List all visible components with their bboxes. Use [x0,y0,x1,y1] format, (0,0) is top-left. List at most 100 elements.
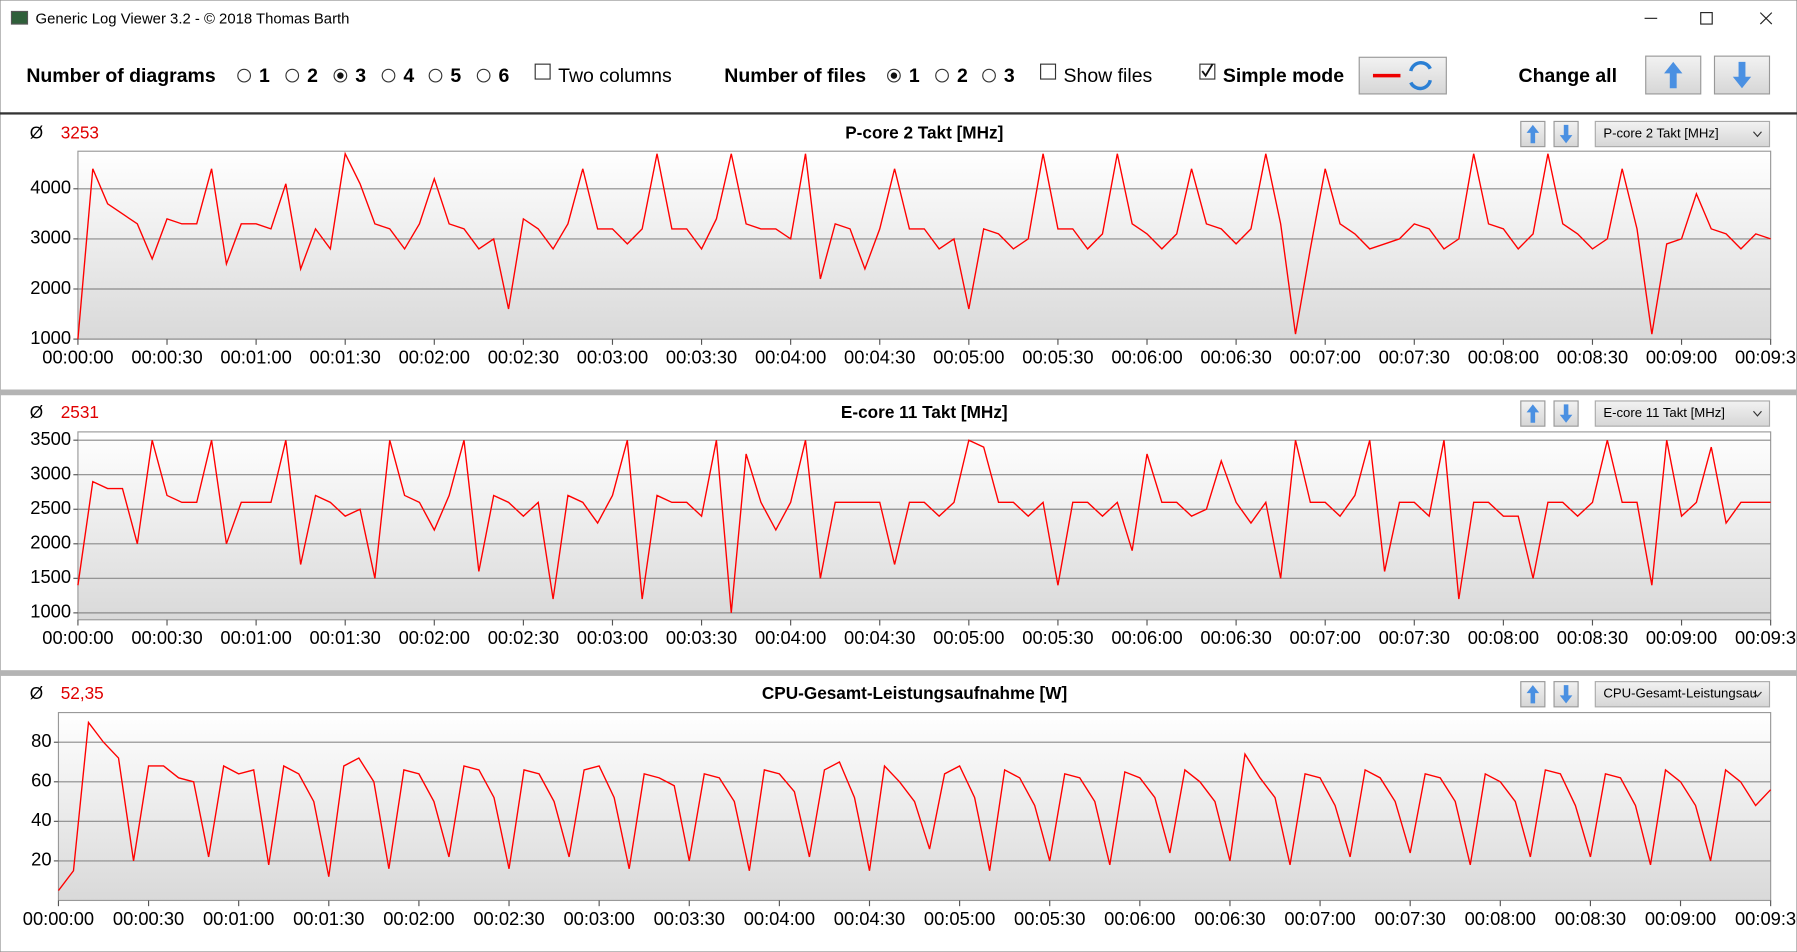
y-tick-label: 1000 [30,601,71,622]
arrow-up-icon [1664,61,1683,89]
x-tick-label: 00:09:30 [1735,346,1797,367]
x-tick-label: 00:01:00 [220,627,291,648]
y-tick-label: 80 [31,730,51,751]
x-tick-label: 00:05:30 [1014,908,1085,929]
x-tick-label: 00:08:30 [1557,346,1628,367]
x-tick-label: 00:00:00 [23,908,94,929]
x-tick-label: 00:06:30 [1194,908,1265,929]
chart-title: CPU-Gesamt-Leistungsaufnahme [W] [762,683,1067,703]
radio-button[interactable] [982,68,996,83]
x-tick-label: 00:08:00 [1468,346,1539,367]
x-tick-label: 00:07:00 [1290,627,1361,648]
app-icon [10,10,29,25]
channel-dropdown[interactable] [1594,400,1771,427]
x-tick-label: 00:07:30 [1379,346,1450,367]
radio-label: 3 [355,65,366,87]
maximize-button[interactable] [1700,12,1713,25]
x-tick-label: 00:04:00 [755,627,826,648]
radio-label: 2 [307,65,318,87]
radio-label: 5 [450,65,461,87]
x-tick-label: 00:06:00 [1104,908,1175,929]
radio-button[interactable] [428,68,443,83]
x-tick-label: 00:09:00 [1645,908,1716,929]
x-tick-label: 00:02:00 [383,908,454,929]
x-tick-label: 00:01:30 [310,627,381,648]
files-label: Number of files [724,65,866,87]
move-down-all-button[interactable] [1713,55,1771,95]
panel-separator [0,389,1797,396]
x-tick-label: 00:01:00 [220,346,291,367]
chart-title: P-core 2 Takt [MHz] [845,123,1003,143]
x-tick-label: 00:04:00 [744,908,815,929]
radio-button[interactable] [476,68,491,83]
color-refresh-button[interactable] [1358,56,1447,95]
toolbar-separator [0,112,1797,115]
x-tick-label: 00:08:30 [1555,908,1626,929]
x-tick-label: 00:06:00 [1111,346,1182,367]
checkbox[interactable] [1040,63,1057,80]
average-value: 52,35 [61,683,104,703]
dropdown-chevron [1753,131,1762,138]
dropdown-text: E-core 11 Takt [MHz] [1603,405,1725,420]
plot-area [77,150,1772,340]
move-up-all-button[interactable] [1645,55,1702,95]
arrow-down-icon [1559,404,1573,423]
x-tick-label: 00:04:30 [844,627,915,648]
x-tick-label: 00:02:00 [399,627,470,648]
x-tick-label: 00:09:00 [1646,346,1717,367]
x-tick-label: 00:01:00 [203,908,274,929]
channel-dropdown[interactable] [1594,120,1771,148]
button-frame[interactable] [1358,56,1447,95]
arrow-up-icon [1526,404,1540,423]
x-tick-label: 00:00:00 [42,346,113,367]
x-tick-label: 00:08:00 [1468,627,1539,648]
radio-button[interactable] [237,68,251,83]
refresh-icon [1409,61,1432,91]
x-tick-label: 00:05:30 [1022,627,1093,648]
data-line [57,720,1772,891]
change-all-label: Change all [1519,65,1617,87]
x-tick-label: 00:09:30 [1735,627,1797,648]
plot-area [57,711,1772,902]
radio-button[interactable] [381,68,396,83]
y-tick-label: 1000 [30,327,71,348]
panel-separator [0,670,1797,676]
diagrams-label: Number of diagrams [26,65,216,87]
checkbox[interactable] [534,63,551,80]
radio-dot [337,72,344,79]
channel-dropdown[interactable] [1594,681,1771,708]
close-button[interactable] [1759,12,1773,25]
x-tick-label: 00:00:30 [131,346,202,367]
radio-dot [890,72,898,79]
x-tick-label: 00:01:30 [310,346,381,367]
y-tick-label: 2000 [30,532,71,553]
x-tick-label: 00:02:30 [488,627,559,648]
dropdown-chevron [1753,410,1762,417]
x-tick-label: 00:04:00 [755,346,826,367]
x-tick-label: 00:01:30 [293,908,364,929]
x-tick-label: 00:06:30 [1200,346,1271,367]
dropdown-text: CPU-Gesamt-Leistungsau [1603,686,1757,701]
y-tick-label: 1500 [30,566,71,587]
y-tick-label: 2500 [30,497,71,518]
x-tick-label: 00:05:00 [924,908,995,929]
radio-label: 2 [957,65,968,87]
x-tick-label: 00:03:00 [577,346,648,367]
arrow-down-icon [1732,61,1752,89]
x-tick-label: 00:02:00 [399,346,470,367]
y-tick-label: 3000 [30,463,71,484]
y-tick-label: 60 [31,770,51,791]
radio-label: 6 [499,65,510,87]
radio-label: 3 [1004,65,1015,87]
x-tick-label: 00:07:00 [1290,346,1361,367]
radio-button[interactable] [285,68,300,83]
x-tick-label: 00:05:00 [933,346,1004,367]
radio-button[interactable] [935,68,949,83]
data-line [77,439,1771,613]
average-value: 3253 [61,123,99,143]
arrow-down-icon [1559,124,1573,144]
y-tick-label: 20 [31,849,51,870]
x-tick-label: 00:03:00 [577,627,648,648]
average-symbol: Ø [30,402,43,422]
